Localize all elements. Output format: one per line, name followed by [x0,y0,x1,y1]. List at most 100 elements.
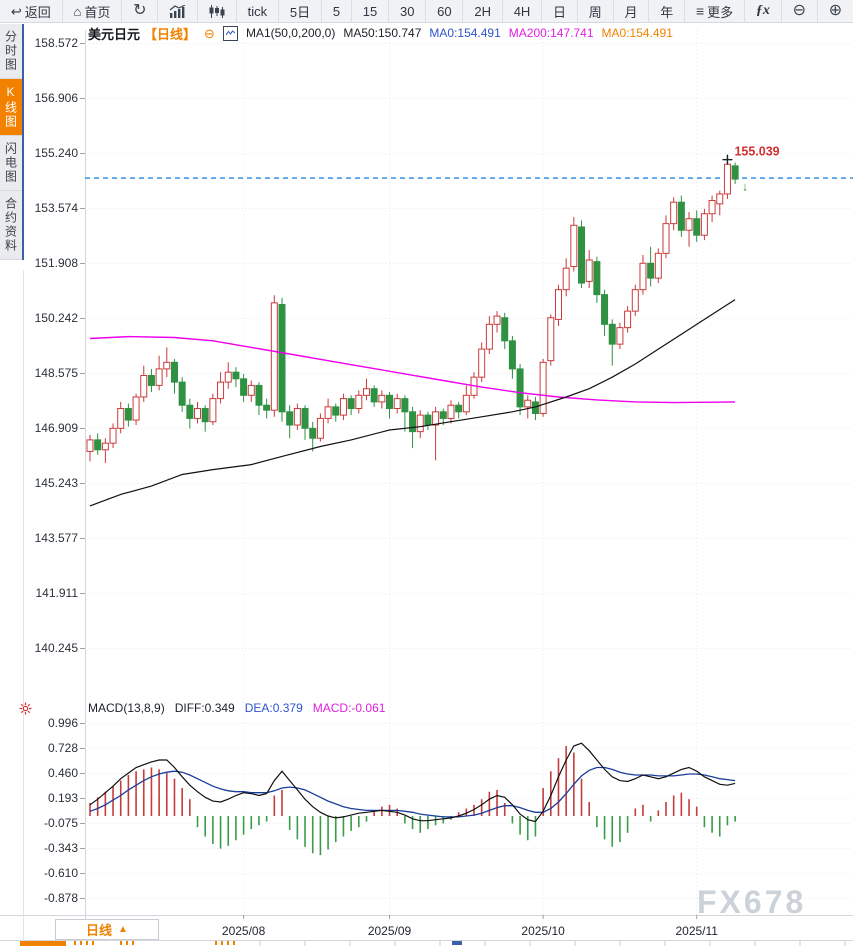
toolbar-button-5[interactable]: 5 [322,0,352,22]
macd-tick-label: 0.728 [48,741,78,755]
ma200-line [89,335,736,404]
top-toolbar: ↩ 返回 ⌂ 首页 ↻ tick 5日 5 15 30 60 2H 4H 日 周 月 年 ≡ 更多 ƒx ⊖ ⊕ [0,0,853,23]
toolbar-button-label: 返回 [24,4,51,20]
price-tick-label: 146.909 [35,421,79,435]
toolbar-button-60[interactable]: 60 [426,0,464,22]
macd-macd-value: MACD:-0.061 [312,701,386,715]
ma-layer-50 [89,299,736,507]
macd-diff-value: DIFF:0.349 [174,701,235,715]
sidebar-item-合约资料[interactable]: 合约资料 [0,191,22,260]
macd-settings-icon[interactable] [19,702,32,715]
macd-pane-header: MACD(13,8,9) DIFF:0.349 DEA:0.379 MACD:-… [88,701,385,715]
period-label: 【日线】 [144,26,197,42]
candlestick-icon [209,4,225,18]
toolbar-button-candlestick-icon[interactable] [198,0,237,22]
month-tick-label: 2025/09 [368,924,412,938]
toolbar-button-更多[interactable]: ≡ 更多 [685,0,746,22]
toolbar-button-日[interactable]: 日 [542,0,578,22]
triangle-up-icon: ▲ [118,924,128,935]
price-tick-label: 141.911 [36,586,79,600]
month-tick-label: 2025/08 [222,924,266,938]
ma-layer-200 [89,335,736,404]
toolbar-button-label: 4H [513,3,531,19]
toolbar-button-refresh-icon[interactable]: ↻ [122,0,159,22]
toolbar-button-年[interactable]: 年 [649,0,686,22]
toolbar-button-zoom-in-icon[interactable]: ⊕ [828,2,843,19]
toolbar-button-返回[interactable]: ↩ 返回 [0,0,63,22]
macd-layer [89,742,736,856]
macd-diff-line [89,742,736,823]
toolbar-button-label: 15 [362,3,378,19]
sidebar-item-分时图[interactable]: 分时图 [0,24,22,79]
macd-tick-label: -0.075 [44,816,78,830]
month-tick-label: 2025/10 [521,924,565,938]
period-tab-label: 日线 [86,923,113,938]
toolbar-button-label: 2H [474,3,491,19]
price-tick-label: 150.242 [35,311,79,325]
price-tick-label: 158.572 [35,36,79,50]
toolbar-button-fx-icon[interactable]: ƒx [745,0,782,22]
price-tick-label: 155.240 [35,146,79,160]
toolbar-button-4H[interactable]: 4H [503,0,543,22]
price-tick-label: 143.577 [35,531,79,545]
macd-title: MACD(13,8,9) [88,701,165,715]
axis-labels-layer: 158.572 156.906 155.240 153.574 151.908 150.2… [35,36,719,938]
period-tab-daily[interactable]: 日线 ▲ [55,919,159,940]
macd-tick-label: 0.460 [48,766,78,780]
latest-bar-arrow-icon: ↓ [742,180,748,194]
sidebar-item-K线图[interactable]: K线图 [0,79,22,136]
sidebar-item-闪电图[interactable]: 闪电图 [0,136,22,191]
price-tick-label: 140.245 [35,641,79,655]
toolbar-button-label: 月 [624,4,638,20]
macd-tick-label: -0.878 [44,891,78,905]
month-tick-label: 2025/11 [675,924,718,938]
toolbar-button-月[interactable]: 月 [614,0,650,22]
price-tick-label: 151.908 [35,256,79,270]
area-chart-icon [169,4,186,18]
navigator-strip[interactable] [20,941,846,946]
price-tick-label: 153.574 [35,201,79,215]
toolbar-button-30[interactable]: 30 [389,0,427,22]
high-price-annotation: 155.039 [734,145,779,159]
price-tick-label: 145.243 [35,476,79,490]
toolbar-button-周[interactable]: 周 [578,0,614,22]
toolbar-button-2H[interactable]: 2H [463,0,503,22]
toolbar-button-label: 60 [437,3,452,19]
toolbar-button-首页[interactable]: ⌂ 首页 [63,0,123,22]
ma50-line [89,299,736,507]
price-pane-header: 美元日元 【日线】 ⊖ MA1(50,0,200,0) MA50:150.747 … [88,25,673,42]
ma50-value: MA50:150.747 [343,26,422,40]
macd-tick-label: 0.996 [48,716,78,730]
chart-type-sidebar: 分时图 K线图 闪电图 合约资料 [0,24,24,260]
annotation-layer: 155.039 ↓ [722,145,780,194]
watermark: FX678 [697,884,807,920]
price-tick-label: 148.575 [35,366,79,380]
grid-layer [0,30,853,941]
toolbar-button-tick[interactable]: tick [237,0,280,22]
toolbar-button-label: 5 [332,3,341,19]
toolbar-button-label: 年 [660,4,674,20]
toolbar-button-label: 周 [588,4,602,20]
ma0-blue-value: MA0:154.491 [429,26,501,40]
toolbar-button-15[interactable]: 15 [352,0,390,22]
toolbar-button-5日[interactable]: 5日 [279,0,322,22]
candles-layer [86,159,739,463]
macd-tick-label: -0.610 [44,866,78,880]
toolbar-button-label: 更多 [707,4,734,20]
macd-tick-label: -0.343 [44,841,78,855]
macd-tick-label: 0.193 [48,791,78,805]
collapse-icon[interactable]: ⊖ [204,25,215,41]
macd-dea-value: DEA:0.379 [244,701,303,715]
toolbar-button-label: 5日 [289,4,311,20]
indicator-icon[interactable] [222,25,238,41]
toolbar-button-area-chart-icon[interactable] [158,0,199,22]
ma0-orange-value: MA0:154.491 [601,26,673,40]
toolbar-button-label: 日 [553,4,567,20]
ma-settings-label: MA1(50,0,200,0) [245,26,336,40]
toolbar-button-label: 30 [399,3,415,19]
toolbar-button-zoom-out-icon[interactable]: ⊖ [782,0,818,22]
toolbar-button-label: 首页 [84,4,111,20]
ma200-value: MA200:147.741 [508,26,594,40]
macd-dea-line [89,766,736,818]
